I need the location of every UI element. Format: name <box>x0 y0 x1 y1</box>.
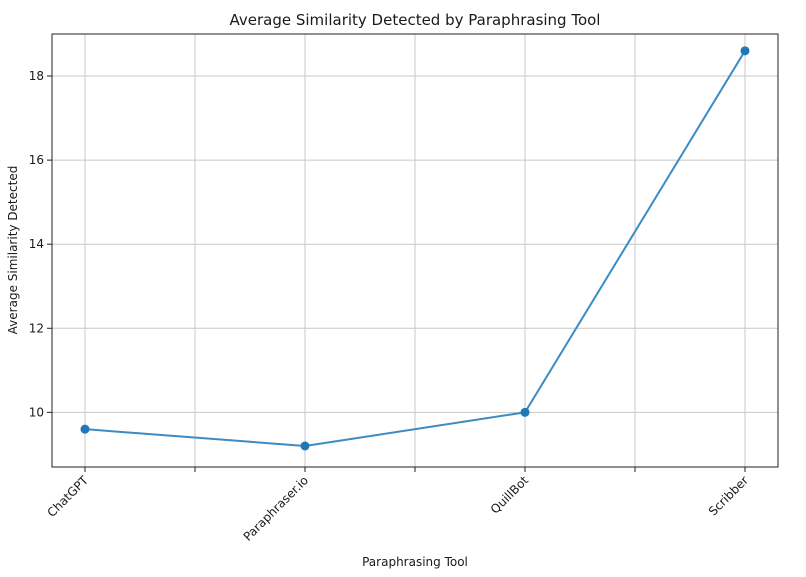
x-axis-ticks: ChatGPT Paraphraser.io QuillBot Scribber <box>45 467 751 544</box>
y-tick-label: 12 <box>29 321 44 335</box>
data-point <box>300 441 310 451</box>
data-point <box>80 424 90 434</box>
grid <box>52 34 778 467</box>
x-tick-label: Scribber <box>706 473 751 518</box>
series-line <box>84 50 746 447</box>
y-tick-label: 14 <box>29 237 44 251</box>
x-tick-label: ChatGPT <box>45 473 92 520</box>
x-tick-label: Paraphraser.io <box>241 473 312 544</box>
data-point <box>520 407 530 417</box>
y-axis-ticks: 10 12 14 16 18 <box>29 69 52 419</box>
y-tick-label: 18 <box>29 69 44 83</box>
data-point <box>740 46 750 56</box>
y-axis-label: Average Similarity Detected <box>6 166 20 335</box>
chart-title: Average Similarity Detected by Paraphras… <box>230 11 601 29</box>
series-layer <box>80 46 750 451</box>
y-tick-label: 16 <box>29 153 44 167</box>
y-tick-label: 10 <box>29 405 44 419</box>
x-tick-label: QuillBot <box>488 473 532 517</box>
x-axis-label: Paraphrasing Tool <box>362 555 468 569</box>
